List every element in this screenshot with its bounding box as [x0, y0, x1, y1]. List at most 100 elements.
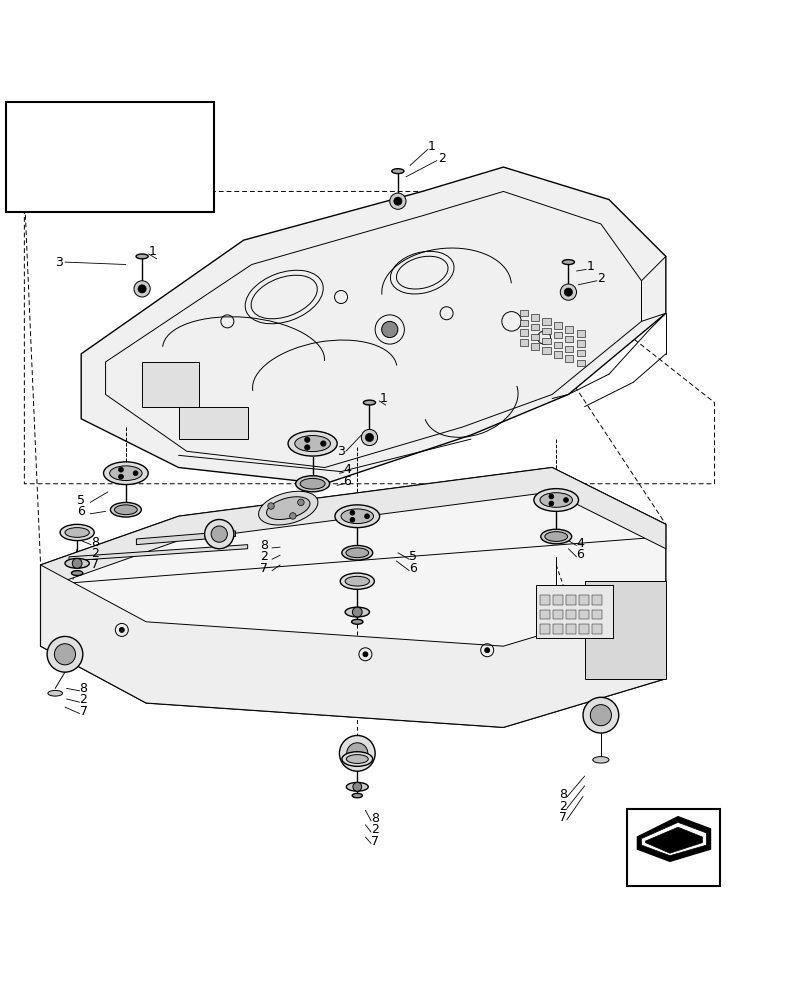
Circle shape — [290, 513, 296, 519]
Text: 2: 2 — [260, 550, 268, 563]
Circle shape — [352, 607, 362, 617]
Ellipse shape — [334, 505, 379, 528]
Text: 1: 1 — [427, 140, 436, 153]
Ellipse shape — [540, 529, 571, 544]
Circle shape — [389, 193, 406, 209]
Ellipse shape — [60, 524, 94, 541]
Bar — [519, 310, 527, 316]
Ellipse shape — [109, 466, 142, 481]
Bar — [542, 318, 550, 325]
Circle shape — [320, 441, 325, 446]
Circle shape — [133, 471, 138, 476]
Circle shape — [393, 197, 401, 205]
Circle shape — [560, 284, 576, 300]
Bar — [539, 624, 549, 634]
Bar — [530, 343, 539, 350]
Bar — [578, 624, 588, 634]
Circle shape — [298, 499, 304, 506]
Text: 2: 2 — [79, 693, 88, 706]
Bar — [552, 610, 562, 619]
Ellipse shape — [534, 489, 577, 511]
Bar — [553, 342, 561, 348]
Circle shape — [364, 514, 369, 519]
Bar — [553, 322, 561, 329]
Ellipse shape — [266, 497, 310, 520]
Bar — [565, 595, 575, 605]
Circle shape — [350, 517, 354, 522]
Bar — [578, 595, 588, 605]
Text: 1: 1 — [586, 260, 594, 273]
Ellipse shape — [341, 545, 372, 560]
Bar — [591, 595, 601, 605]
Ellipse shape — [295, 476, 329, 492]
Bar — [178, 407, 247, 439]
Circle shape — [118, 474, 123, 479]
Bar — [626, 809, 719, 886]
Ellipse shape — [345, 576, 369, 586]
Circle shape — [118, 467, 123, 472]
Ellipse shape — [341, 509, 373, 524]
Bar — [519, 320, 527, 326]
Text: 2: 2 — [558, 800, 566, 813]
Text: 5: 5 — [409, 550, 417, 563]
Ellipse shape — [345, 782, 367, 791]
Ellipse shape — [544, 532, 567, 541]
Text: 7: 7 — [79, 705, 88, 718]
Bar — [519, 339, 527, 346]
Text: 8: 8 — [260, 539, 268, 552]
Circle shape — [339, 735, 375, 771]
Text: 6: 6 — [77, 505, 85, 518]
Bar — [591, 610, 601, 619]
Text: 2: 2 — [91, 547, 99, 560]
Bar — [591, 624, 601, 634]
Circle shape — [268, 503, 274, 509]
Circle shape — [138, 285, 146, 293]
Bar — [553, 332, 561, 338]
Ellipse shape — [363, 400, 375, 405]
Text: 7: 7 — [91, 558, 99, 571]
Circle shape — [365, 433, 373, 442]
Ellipse shape — [300, 478, 324, 489]
Text: 7: 7 — [558, 811, 566, 824]
Ellipse shape — [539, 493, 572, 507]
Polygon shape — [81, 167, 665, 484]
Ellipse shape — [345, 607, 369, 617]
Bar — [530, 314, 539, 321]
Polygon shape — [41, 468, 665, 589]
Bar — [578, 610, 588, 619]
Text: 3: 3 — [337, 445, 345, 458]
Circle shape — [361, 429, 377, 446]
Bar — [542, 328, 550, 334]
Polygon shape — [641, 822, 706, 856]
Bar — [552, 624, 562, 634]
Circle shape — [47, 636, 83, 672]
Bar — [576, 330, 584, 337]
Bar — [530, 334, 539, 340]
Circle shape — [346, 743, 367, 764]
Circle shape — [484, 648, 489, 653]
Circle shape — [119, 627, 124, 632]
Ellipse shape — [65, 528, 89, 537]
Circle shape — [548, 501, 553, 506]
Circle shape — [211, 526, 227, 542]
Text: 7: 7 — [371, 835, 379, 848]
Circle shape — [134, 281, 150, 297]
Ellipse shape — [352, 793, 362, 798]
Ellipse shape — [391, 169, 403, 174]
Ellipse shape — [351, 619, 363, 624]
Bar — [539, 610, 549, 619]
Bar — [565, 610, 575, 619]
Text: 5: 5 — [77, 493, 85, 506]
Bar — [142, 362, 199, 407]
Circle shape — [548, 494, 553, 499]
Bar — [530, 324, 539, 330]
Polygon shape — [136, 531, 235, 545]
Ellipse shape — [71, 571, 83, 576]
Ellipse shape — [258, 491, 318, 525]
Bar — [576, 360, 584, 366]
Bar — [542, 347, 550, 354]
Circle shape — [363, 652, 367, 657]
Bar — [564, 355, 573, 362]
Ellipse shape — [340, 573, 374, 589]
Circle shape — [353, 782, 361, 791]
